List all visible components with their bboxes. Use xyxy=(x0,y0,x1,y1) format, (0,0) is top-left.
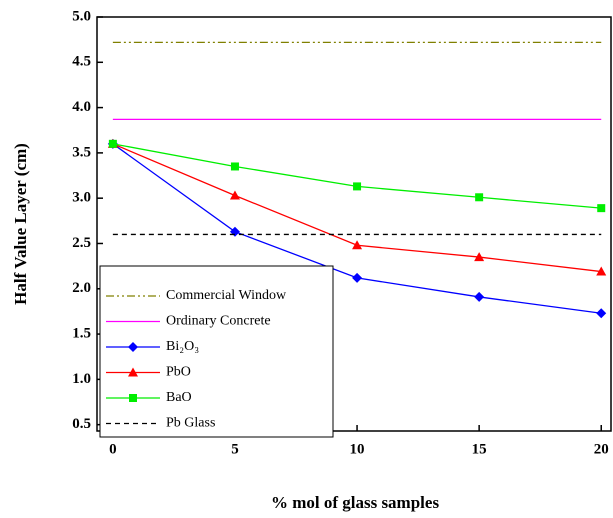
y-tick-label: 2.5 xyxy=(72,235,91,251)
legend-label: Ordinary Concrete xyxy=(166,314,271,329)
legend-marker xyxy=(129,394,137,402)
x-tick-label: 0 xyxy=(109,441,117,457)
point xyxy=(108,139,117,148)
point xyxy=(474,291,485,302)
legend-marker xyxy=(128,367,138,377)
plot-frame xyxy=(96,16,612,432)
legend-label: BaO xyxy=(166,390,192,405)
y-tick-label: 3.0 xyxy=(72,190,91,206)
series-line xyxy=(112,143,602,273)
point xyxy=(229,226,240,237)
x-tick-label: 5 xyxy=(231,441,239,457)
legend-marker xyxy=(128,342,138,352)
series-line xyxy=(112,143,602,209)
x-axis-label: % mol of glass samples xyxy=(271,493,440,512)
y-tick-label: 1.5 xyxy=(72,326,91,342)
y-tick-label: 2.0 xyxy=(72,280,91,296)
legend-label: PbO xyxy=(166,365,191,380)
point xyxy=(596,266,607,276)
point xyxy=(596,308,607,319)
legend-label: Pb Glass xyxy=(166,416,215,431)
point xyxy=(229,190,240,200)
point xyxy=(352,272,363,283)
point xyxy=(352,240,363,250)
y-tick-label: 1.0 xyxy=(72,371,91,387)
y-tick-label: 3.5 xyxy=(72,144,91,160)
y-tick-label: 0.5 xyxy=(72,416,91,432)
y-tick-label: 4.0 xyxy=(72,99,91,115)
point xyxy=(353,182,362,191)
legend-label: Commercial Window xyxy=(166,288,287,303)
point xyxy=(475,193,484,202)
point xyxy=(230,162,239,171)
point xyxy=(474,252,485,262)
y-tick-label: 5.0 xyxy=(72,8,91,24)
y-tick-label: 4.5 xyxy=(72,54,91,70)
y-axis-label: Half Value Layer (cm) xyxy=(11,143,30,305)
x-tick-label: 10 xyxy=(350,441,365,457)
legend-box xyxy=(99,265,334,438)
x-tick-label: 15 xyxy=(472,441,487,457)
legend-label: Bi₂O₃ xyxy=(166,339,199,354)
x-tick-label: 20 xyxy=(594,441,609,457)
point xyxy=(597,204,606,213)
